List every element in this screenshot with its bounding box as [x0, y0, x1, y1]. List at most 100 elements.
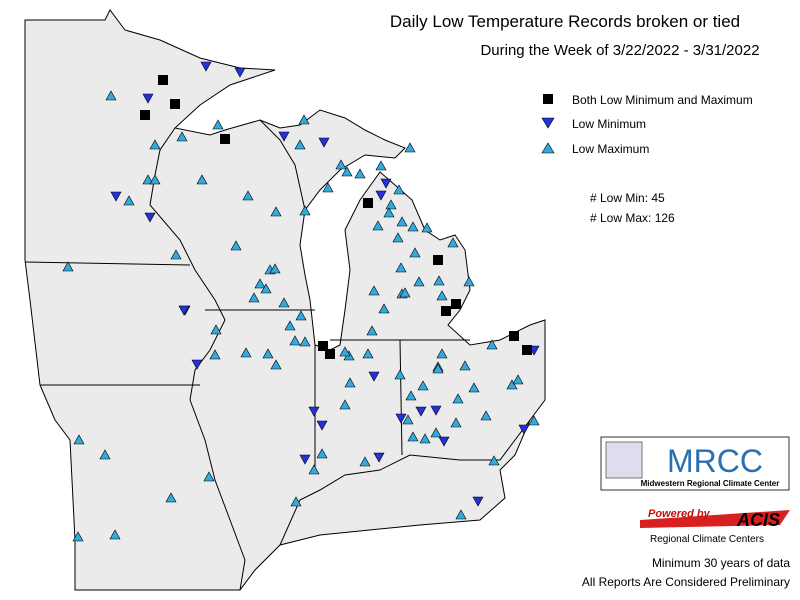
low-max-marker: [396, 216, 408, 227]
low-max-marker: [210, 324, 222, 335]
logo-full-name: Midwestern Regional Climate Center: [641, 479, 780, 488]
low-max-marker: [378, 303, 390, 314]
acis-name: ACIS: [736, 510, 780, 530]
low-max-marker: [359, 456, 371, 467]
low-min-marker: [144, 212, 156, 223]
legend-entry: Both Low Minimum and Maximum: [572, 93, 753, 107]
both-marker: [441, 306, 451, 316]
low-max-marker: [413, 276, 425, 287]
low-max-marker: [486, 339, 498, 350]
low-max-marker: [209, 349, 221, 360]
low-max-marker: [295, 310, 307, 321]
both-marker: [220, 134, 230, 144]
low-max-marker: [170, 249, 182, 260]
low-max-marker: [105, 90, 117, 101]
low-max-marker: [436, 290, 448, 301]
low-max-marker: [372, 220, 384, 231]
low-min-marker: [191, 359, 203, 370]
low-max-marker: [450, 417, 462, 428]
low-max-marker: [269, 263, 281, 274]
low-max-marker: [341, 166, 353, 177]
both-marker: [170, 99, 180, 109]
legend-entry: Low Maximum: [572, 142, 649, 156]
low-min-marker: [178, 305, 190, 316]
low-max-marker: [242, 190, 254, 201]
low-max-marker: [109, 529, 121, 540]
both-marker: [325, 349, 335, 359]
low-max-marker: [270, 359, 282, 370]
low-max-marker: [240, 347, 252, 358]
low-min-marker: [380, 178, 392, 189]
low-max-marker: [362, 348, 374, 359]
low-max-marker: [123, 195, 135, 206]
border: [259, 119, 306, 211]
low-max-marker: [368, 285, 380, 296]
low-max-marker: [344, 377, 356, 388]
low-max-marker: [407, 221, 419, 232]
low-min-marker: [308, 406, 320, 417]
low-max-marker: [73, 434, 85, 445]
low-max-marker: [72, 531, 84, 542]
low-max-marker: [354, 168, 366, 179]
low-max-marker: [284, 320, 296, 331]
low-max-marker: [468, 382, 480, 393]
low-min-marker: [318, 137, 330, 148]
acis-logo: Powered by ACIS Regional Climate Centers: [640, 508, 790, 545]
low-max-marker: [407, 431, 419, 442]
low-max-marker: [459, 360, 471, 371]
low-max-marker: [270, 206, 282, 217]
acis-swoosh: [640, 510, 790, 528]
low-max-marker: [506, 379, 518, 390]
record-markers: [62, 61, 540, 542]
low-max-marker: [402, 414, 414, 425]
low-max-marker: [230, 240, 242, 251]
low-max-marker: [339, 399, 351, 410]
low-max-marker: [447, 237, 459, 248]
low-max-marker: [375, 160, 387, 171]
low-max-marker: [260, 283, 272, 294]
low-max-marker: [463, 276, 475, 287]
low-max-marker: [176, 131, 188, 142]
legend: Both Low Minimum and Maximum Low Minimum…: [541, 93, 753, 156]
low-max-marker: [409, 247, 421, 258]
low-max-marker: [254, 278, 266, 289]
border: [279, 419, 531, 546]
both-marker: [363, 198, 373, 208]
acis-sub: Regional Climate Centers: [650, 534, 764, 545]
low-max-marker: [404, 142, 416, 153]
border: [24, 261, 191, 266]
low-max-marker: [393, 184, 405, 195]
mrcc-logo: MRCC Midwestern Regional Climate Center: [600, 436, 790, 491]
low-min-marker: [430, 405, 442, 416]
state-borders: [24, 119, 531, 591]
low-max-marker: [455, 509, 467, 520]
low-max-marker: [432, 363, 444, 374]
low-max-marker: [385, 199, 397, 210]
low-min-marker: [472, 496, 484, 507]
both-marker: [509, 331, 519, 341]
low-min-marker: [395, 413, 407, 424]
low-min-marker: [375, 190, 387, 201]
both-marker: [433, 255, 443, 265]
low-max-marker: [99, 449, 111, 460]
low-max-marker: [289, 335, 301, 346]
low-max-marker: [392, 232, 404, 243]
low-max-marker: [405, 390, 417, 401]
footer-note: Minimum 30 years of data: [652, 556, 790, 570]
low-max-marker: [366, 325, 378, 336]
acis-powered: Powered by: [648, 508, 711, 520]
low-max-marker: [394, 369, 406, 380]
low-max-marker: [480, 410, 492, 421]
low-max-marker: [278, 297, 290, 308]
low-min-marker: [373, 452, 385, 463]
low-max-marker: [528, 415, 540, 426]
low-min-marker: [438, 436, 450, 447]
low-max-marker: [452, 393, 464, 404]
low-max-marker: [488, 455, 500, 466]
low-min-marker: [299, 454, 311, 465]
low-max-marker: [298, 114, 310, 125]
low-max-marker: [430, 427, 442, 438]
low-max-marker: [335, 159, 347, 170]
low-max-marker: [322, 182, 334, 193]
low-max-marker: [421, 222, 433, 233]
